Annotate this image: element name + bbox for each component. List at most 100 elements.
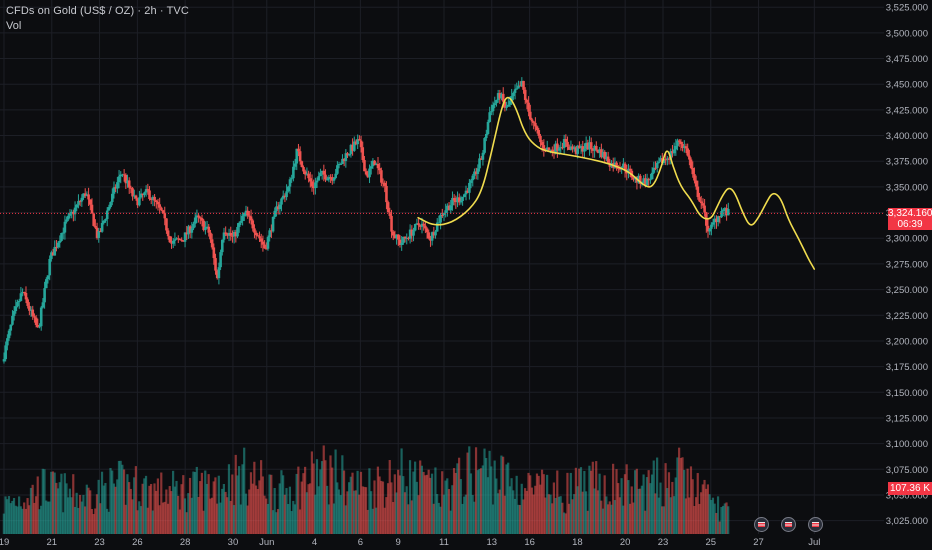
volume-bar — [468, 446, 471, 534]
volume-bar — [693, 505, 696, 534]
candle-body — [584, 142, 588, 149]
volume-bar — [163, 501, 166, 534]
candle-body — [581, 146, 585, 152]
price-tick-label: 3,450.000 — [886, 80, 928, 91]
volume-bar — [398, 475, 401, 534]
candle-body — [144, 189, 148, 193]
time-tick-label: Jul — [808, 537, 820, 548]
candle-body — [698, 197, 701, 202]
candle-body — [429, 238, 432, 241]
candle-body — [288, 179, 292, 187]
time-axis[interactable]: 19 21 23 26 28 30 Jun 4 6 9 11 13 16 18 20 23 25 27 Jul — [0, 537, 820, 548]
time-tick-label: 23 — [94, 537, 105, 548]
candle-body — [88, 199, 92, 205]
candle-body — [424, 225, 427, 229]
volume-bar — [346, 491, 349, 534]
volume-bar — [268, 474, 271, 534]
volume-bar — [29, 487, 33, 534]
volume-bar — [617, 483, 620, 534]
candle-body — [559, 147, 563, 149]
candle-body — [376, 163, 380, 169]
volume-bar — [205, 483, 209, 534]
volume-bar — [405, 486, 408, 534]
candle-body — [715, 218, 718, 222]
volume-bar — [270, 474, 273, 534]
candle-body — [153, 196, 156, 201]
candle-body — [622, 163, 625, 168]
candle-body — [462, 194, 466, 197]
volume-bar — [207, 474, 210, 534]
candle-body — [539, 135, 542, 143]
volume-bar — [326, 485, 329, 534]
candle-body — [430, 232, 434, 241]
last-price-value: 3,324.160 — [888, 208, 932, 219]
candle-body — [545, 147, 549, 152]
volume-bar — [116, 479, 119, 534]
volume-bar — [229, 500, 232, 534]
candle-body — [684, 146, 688, 149]
candle-body — [251, 220, 255, 229]
volume-bar — [219, 502, 222, 534]
volume-bar — [337, 489, 341, 534]
volume-bar — [393, 474, 396, 534]
candle-body — [188, 226, 192, 233]
time-tick-label: 19 — [0, 537, 9, 548]
candle-body — [36, 324, 40, 328]
time-tick-label: Jun — [259, 537, 274, 548]
volume-bar — [128, 482, 131, 534]
volume-bar — [669, 497, 672, 534]
candle-body — [200, 218, 204, 221]
candle-body — [178, 239, 182, 241]
volume-bar — [661, 506, 664, 534]
candle-body — [652, 167, 656, 173]
price-axis[interactable]: 3,525.000 3,500.000 3,475.000 3,450.000 3,42… — [886, 3, 928, 527]
candle-body — [266, 237, 270, 249]
candle-body — [226, 234, 229, 236]
candle-body — [716, 216, 720, 222]
volume-indicator-label[interactable]: Vol — [6, 20, 22, 32]
volume-bar — [315, 459, 319, 534]
volume-bar — [19, 506, 22, 534]
volume-bar — [711, 497, 715, 534]
candle-body — [464, 190, 468, 195]
us-flag-icon[interactable] — [808, 517, 823, 532]
candle-body — [281, 195, 285, 199]
volume-bar — [363, 486, 366, 534]
volume-bar — [559, 496, 562, 534]
symbol-title[interactable]: CFDs on Gold (US$ / OZ) · 2h · TVC — [6, 5, 189, 17]
candle-body — [657, 161, 661, 163]
candle-body — [346, 153, 349, 156]
volume-bar — [573, 494, 576, 534]
volume-bar — [716, 496, 720, 534]
volume-bar — [107, 511, 110, 534]
candle-body — [34, 317, 38, 325]
volume-bar — [725, 502, 728, 534]
candle-body — [278, 204, 282, 210]
candle-body — [212, 247, 216, 259]
candle-body — [138, 197, 141, 206]
candle-body — [92, 213, 95, 226]
volume-bar — [698, 503, 701, 534]
candle-body — [688, 155, 691, 160]
candle-body — [116, 182, 119, 189]
volume-bar — [502, 456, 505, 534]
volume-bar — [344, 505, 347, 534]
us-flag-icon[interactable] — [754, 517, 769, 532]
candle-body — [699, 201, 703, 204]
candle-body — [356, 139, 359, 145]
candle-body — [220, 239, 224, 253]
volume-bar — [282, 475, 285, 534]
candle-body — [198, 217, 202, 219]
volume-bar — [80, 501, 83, 534]
us-flag-icon[interactable] — [781, 517, 796, 532]
candle-body — [342, 158, 346, 161]
candle-body — [378, 168, 381, 171]
volume-bar — [618, 497, 621, 534]
volume-bar — [620, 478, 623, 534]
volume-bar — [160, 472, 163, 534]
volume-bar — [194, 472, 197, 534]
candle-body — [160, 207, 163, 211]
time-tick-label: 6 — [358, 537, 363, 548]
candle-body — [99, 231, 102, 233]
